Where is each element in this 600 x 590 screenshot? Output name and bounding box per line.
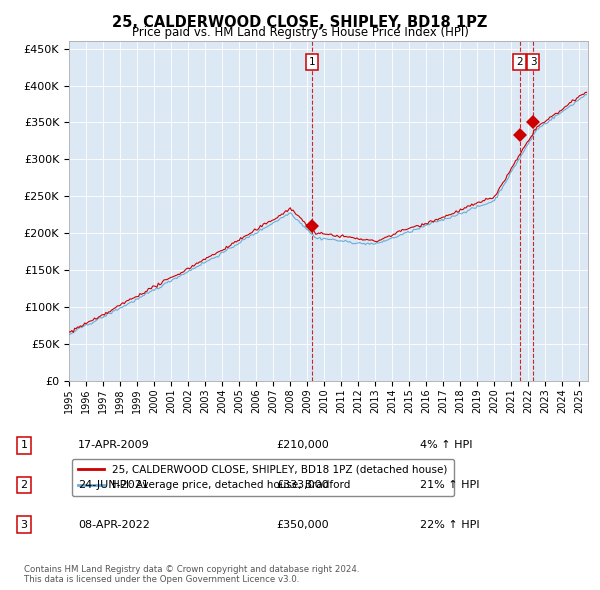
Text: 1: 1	[20, 441, 28, 450]
Text: 3: 3	[530, 57, 536, 67]
Text: 3: 3	[20, 520, 28, 529]
Text: 25, CALDERWOOD CLOSE, SHIPLEY, BD18 1PZ: 25, CALDERWOOD CLOSE, SHIPLEY, BD18 1PZ	[112, 15, 488, 30]
Text: 24-JUN-2021: 24-JUN-2021	[78, 480, 149, 490]
Text: £333,000: £333,000	[276, 480, 329, 490]
Text: 2: 2	[516, 57, 523, 67]
Text: 4% ↑ HPI: 4% ↑ HPI	[420, 441, 473, 450]
Text: £210,000: £210,000	[276, 441, 329, 450]
Text: 08-APR-2022: 08-APR-2022	[78, 520, 150, 529]
Text: 21% ↑ HPI: 21% ↑ HPI	[420, 480, 479, 490]
Text: 22% ↑ HPI: 22% ↑ HPI	[420, 520, 479, 529]
Text: 1: 1	[309, 57, 316, 67]
Legend: 25, CALDERWOOD CLOSE, SHIPLEY, BD18 1PZ (detached house), HPI: Average price, de: 25, CALDERWOOD CLOSE, SHIPLEY, BD18 1PZ …	[71, 458, 454, 496]
Text: £350,000: £350,000	[276, 520, 329, 529]
Text: Price paid vs. HM Land Registry's House Price Index (HPI): Price paid vs. HM Land Registry's House …	[131, 26, 469, 39]
Text: 2: 2	[20, 480, 28, 490]
Text: Contains HM Land Registry data © Crown copyright and database right 2024.
This d: Contains HM Land Registry data © Crown c…	[24, 565, 359, 584]
Text: 17-APR-2009: 17-APR-2009	[78, 441, 150, 450]
